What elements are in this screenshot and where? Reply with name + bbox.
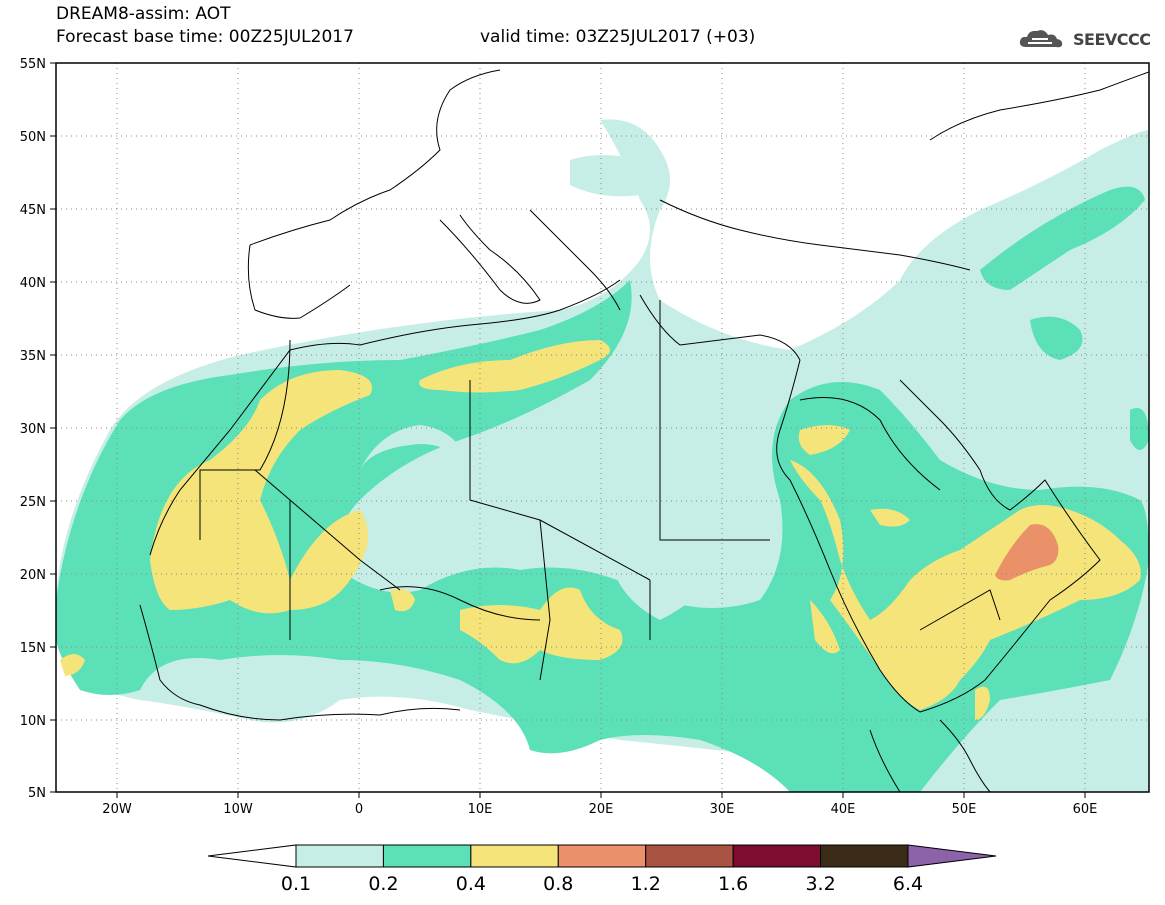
lat-tick-label: 35N: [20, 349, 46, 364]
lon-tick-label: 0: [355, 802, 363, 817]
lon-tick-label: 40E: [831, 802, 856, 817]
colorbar-label: 0.1: [281, 873, 311, 895]
colorbar-cell: [295, 844, 384, 868]
cloud-icon: [1019, 30, 1063, 48]
lat-tick-label: 40N: [20, 276, 46, 291]
lon-tick-labels: 20W 10W 0 10E 20E 30E 40E 50E 60E: [102, 802, 1097, 817]
lon-tick-label: 20E: [589, 802, 614, 817]
axis-ticks: [50, 62, 1086, 798]
colorbar-cell: [470, 844, 559, 868]
lon-tick-label: 20W: [102, 802, 132, 817]
lat-tick-label: 50N: [20, 130, 46, 145]
lon-tick-label: 50E: [952, 802, 977, 817]
lat-tick-label: 15N: [20, 641, 46, 656]
logo-text: SEEVCCC: [1073, 29, 1151, 49]
lat-tick-label: 20N: [20, 568, 46, 583]
lat-tick-label: 45N: [20, 203, 46, 218]
colorbar-cell: [820, 844, 909, 868]
aot-level-0.8: [995, 524, 1059, 581]
colorbar-label: 1.6: [718, 873, 748, 895]
base-time-label: Forecast base time: 00Z25JUL2017: [56, 27, 354, 47]
aot-shading: [56, 119, 1149, 792]
colorbar-label: 6.4: [893, 873, 923, 895]
lon-tick-label: 30E: [710, 802, 735, 817]
lat-tick-label: 55N: [20, 57, 46, 72]
aot-level-0.1-inner: [360, 370, 1080, 620]
lat-tick-labels: 55N 50N 45N 40N 35N 30N 25N 20N 15N 10N …: [20, 57, 46, 801]
colorbar-label: 0.2: [368, 873, 398, 895]
map-title: DREAM8-assim: AOT: [56, 4, 231, 24]
colorbar-label: 1.2: [631, 873, 661, 895]
colorbar-labels: 0.1 0.2 0.4 0.8 1.2 1.6 3.2 6.4: [281, 873, 923, 895]
lon-tick-label: 10E: [468, 802, 493, 817]
colorbar-min-arrow: [207, 844, 297, 868]
lat-tick-label: 25N: [20, 495, 46, 510]
map-grid: [56, 63, 1149, 792]
colorbar-label: 0.8: [543, 873, 573, 895]
lat-tick-label: 30N: [20, 422, 46, 437]
seevccc-logo: SEEVCCC: [1018, 26, 1151, 52]
colorbar-max-arrow: [907, 844, 997, 868]
lat-tick-label: 5N: [28, 786, 46, 801]
colorbar-cells: [207, 844, 997, 868]
lon-tick-label: 60E: [1073, 802, 1098, 817]
colorbar-cell: [645, 844, 734, 868]
lat-tick-label: 10N: [20, 714, 46, 729]
valid-time-label: valid time: 03Z25JUL2017 (+03): [480, 27, 756, 47]
lon-tick-label: 10W: [223, 802, 253, 817]
colorbar-label: 3.2: [805, 873, 835, 895]
colorbar-cell: [732, 844, 822, 868]
aot-level-0.4: [60, 340, 1141, 720]
colorbar-cell: [382, 844, 472, 868]
colorbar-label: 0.4: [456, 873, 486, 895]
colorbar-cell: [557, 844, 647, 868]
coastlines: [139, 69, 1149, 792]
